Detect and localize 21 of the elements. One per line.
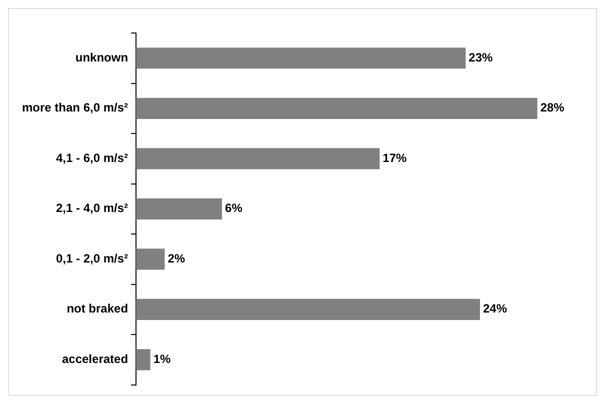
y-tick-label: 0,1 - 2,0 m/s² — [56, 251, 128, 266]
y-tick-label: unknown — [75, 50, 128, 64]
y-tick-label: 4,1 - 6,0 m/s² — [56, 150, 128, 165]
data-label: 28% — [540, 100, 565, 115]
bar — [136, 148, 380, 170]
data-label: 1% — [153, 352, 172, 366]
data-label: 2% — [168, 251, 186, 266]
y-tick-label: accelerated — [62, 352, 128, 366]
data-label: 24% — [483, 302, 508, 316]
bar — [136, 298, 480, 320]
y-tick-label: more than 6,0 m/s² — [22, 100, 128, 115]
bar — [136, 48, 466, 69]
data-label: 17% — [382, 150, 408, 165]
bar — [136, 98, 538, 119]
y-tick-label: not braked — [66, 302, 128, 316]
data-label: 6% — [225, 201, 243, 216]
data-label: 23% — [468, 50, 494, 64]
bar — [136, 198, 222, 220]
bar — [136, 248, 165, 270]
y-tick-label: 2,1 - 4,0 m/s² — [56, 201, 128, 216]
bar — [136, 349, 150, 370]
